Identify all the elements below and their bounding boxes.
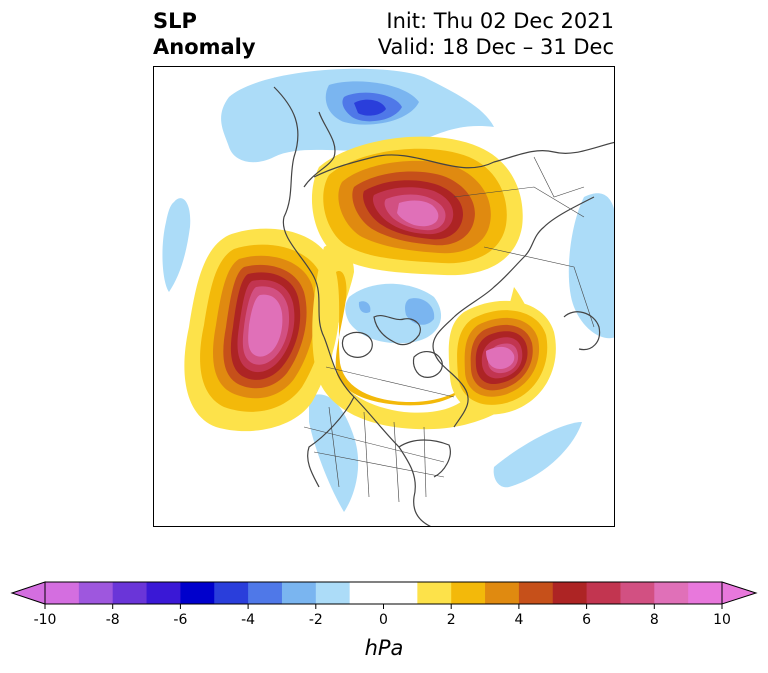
anomaly-map: [153, 66, 615, 527]
colorbar-segment: [417, 582, 452, 604]
colorbar-tick-label: -8: [106, 612, 120, 628]
colorbar-tick-label: -6: [173, 612, 187, 628]
colorbar-segment: [552, 582, 588, 604]
coastlines: [273, 86, 614, 526]
colorbar-segment: [180, 582, 215, 604]
colorbar-extend-high: [721, 581, 758, 605]
colorbar-segment: [518, 582, 554, 604]
country-borders: [303, 156, 595, 503]
colorbar-segment: [485, 582, 520, 604]
colorbar-unit-label: hPa: [364, 636, 404, 660]
colorbar-segment: [45, 582, 80, 604]
map-canvas: [162, 68, 614, 526]
colorbar-segment: [78, 582, 114, 604]
valid-range: Valid: 18 Dec – 31 Dec: [377, 35, 614, 59]
colorbar-tick-label: 8: [650, 612, 659, 628]
colorbar-segment: [112, 582, 148, 604]
colorbar-tick-label: 10: [713, 612, 731, 628]
colorbar-extend-low: [10, 581, 46, 605]
colorbar-segment: [383, 582, 418, 604]
colorbar-segment: [451, 582, 486, 604]
colorbar-tick-label: -10: [34, 612, 57, 628]
colorbar-tick-label: 0: [379, 612, 388, 628]
init-date: Init: Thu 02 Dec 2021: [386, 9, 614, 33]
positive-anomaly-atlantic: [448, 300, 556, 415]
valid-info: Init: Thu 02 Dec 2021 Valid: 18 Dec – 31…: [378, 8, 614, 60]
colorbar-segment: [281, 582, 317, 604]
colorbar-segment: [315, 582, 351, 604]
negative-anomaly-regions: [162, 68, 614, 512]
chart-title: SLP Anomaly: [153, 8, 256, 60]
colorbar-tick-label: -4: [241, 612, 255, 628]
positive-anomaly-west: [184, 228, 340, 432]
colorbar-segment: [214, 582, 249, 604]
colorbar-segment: [248, 582, 283, 604]
colorbar-segment: [586, 582, 621, 604]
colorbar-segment: [349, 582, 384, 604]
title-line-2: Anomaly: [153, 35, 256, 59]
colorbar-ticks: -10 -8 -6 -4 -2 0 2 4 6 8 10: [34, 604, 731, 628]
colorbar-segment: [146, 582, 181, 604]
colorbar-segments: [10, 581, 758, 605]
colorbar-tick-label: 4: [514, 612, 523, 628]
colorbar-tick-label: 6: [582, 612, 591, 628]
colorbar: -10 -8 -6 -4 -2 0 2 4 6 8 10: [10, 581, 758, 628]
colorbar-segment: [654, 582, 689, 604]
colorbar-segment: [620, 582, 655, 604]
colorbar-tick-label: -2: [309, 612, 323, 628]
title-line-1: SLP: [153, 9, 197, 33]
colorbar-segment: [688, 582, 723, 604]
colorbar-tick-label: 2: [447, 612, 456, 628]
positive-anomaly-eurasia: [311, 136, 523, 276]
